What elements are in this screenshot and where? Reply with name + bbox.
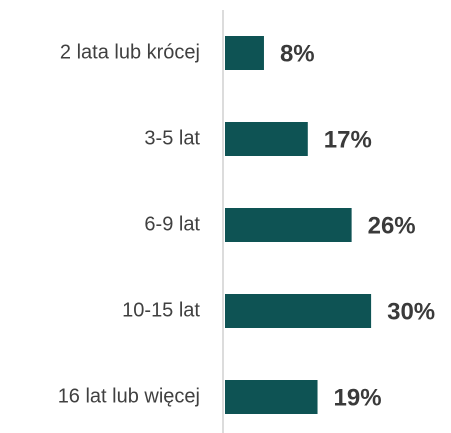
bar bbox=[225, 36, 264, 70]
bar bbox=[225, 122, 308, 156]
value-label: 17% bbox=[324, 126, 372, 153]
category-label: 3-5 lat bbox=[144, 127, 200, 149]
category-label: 10-15 lat bbox=[122, 299, 200, 321]
value-label: 26% bbox=[368, 212, 416, 239]
bar bbox=[225, 380, 318, 414]
category-label: 16 lat lub więcej bbox=[58, 385, 200, 407]
bar bbox=[225, 208, 352, 242]
category-label: 2 lata lub krócej bbox=[60, 41, 200, 63]
value-label: 30% bbox=[387, 298, 435, 325]
category-label: 6-9 lat bbox=[144, 213, 200, 235]
value-label: 8% bbox=[280, 40, 315, 67]
value-label: 19% bbox=[334, 384, 382, 411]
bar bbox=[225, 294, 372, 328]
